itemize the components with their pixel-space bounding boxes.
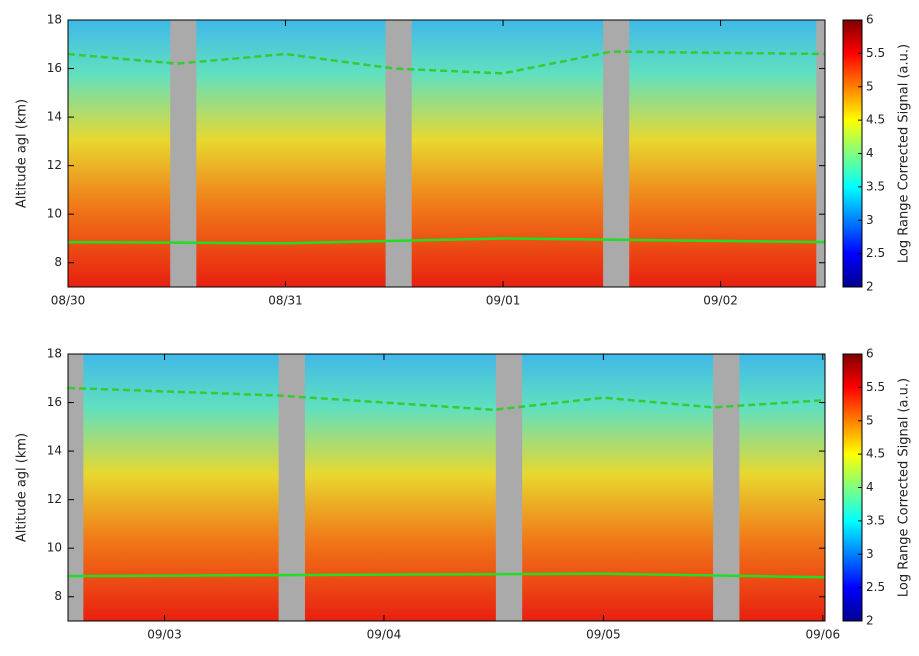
tropopause-line [67,237,826,245]
tropopause-line [67,572,826,579]
y-tick-label: 8 [54,589,62,603]
colorbar-tick-label: 4.5 [866,113,885,127]
x-tick-label: 09/01 [486,294,521,308]
colorbar-tick-label: 6 [866,13,874,27]
x-tick-label: 09/06 [806,628,841,642]
y-tick-label: 18 [47,13,62,27]
tropopause-line [67,386,826,412]
colorbar-tick-label: 5 [866,79,874,93]
colorbar-tick-label: 5.5 [866,380,885,394]
no-data-band [170,20,197,287]
colorbar-tick-label: 6 [866,347,874,361]
colorbar-tick-label: 3.5 [866,513,885,527]
colorbar-tick-label: 2 [866,614,874,628]
x-tick-label: 09/04 [367,628,402,642]
no-data-band [713,354,740,621]
no-data-band [68,354,84,621]
y-axis-label: Altitude agl (km) [15,433,30,542]
x-tick-label: 09/02 [703,294,738,308]
y-tick-label: 12 [47,492,62,506]
signal-field [68,354,825,621]
y-tick-label: 18 [47,347,62,361]
y-tick-label: 12 [47,158,62,172]
colorbar-tick-label: 2 [866,280,874,294]
no-data-band [385,20,412,287]
x-tick-label: 09/05 [586,628,621,642]
x-tick-label: 08/31 [268,294,303,308]
no-data-band [278,354,305,621]
y-tick-label: 8 [54,255,62,269]
colorbar-tick-label: 3 [866,213,874,227]
no-data-band [495,354,523,621]
plot-frame [67,19,826,288]
no-data-band [816,20,825,287]
colorbar-tick-label: 5.5 [866,46,885,60]
colorbar-tick-label: 5 [866,413,874,427]
y-tick-label: 16 [47,395,62,409]
plot-frame [67,353,826,622]
colorbar-tick-label: 4 [866,146,874,160]
y-tick-label: 16 [47,61,62,75]
x-tick-label: 08/30 [51,294,86,308]
colorbar-tick-label: 4.5 [866,447,885,461]
y-tick-label: 14 [47,110,62,124]
colorbar-label: Log Range Corrected Signal (a.u.) [897,378,912,597]
colorbar-tick-label: 2.5 [866,580,885,594]
no-data-band [603,20,630,287]
colorbar-tick-label: 4 [866,480,874,494]
y-tick-label: 10 [47,541,62,555]
colorbar-tick-label: 2.5 [866,246,885,260]
colorbar-tick-label: 3.5 [866,179,885,193]
y-tick-label: 14 [47,444,62,458]
y-axis-label: Altitude agl (km) [15,99,30,208]
x-tick-label: 09/03 [147,628,182,642]
colorbar-label: Log Range Corrected Signal (a.u.) [897,44,912,263]
y-tick-label: 10 [47,207,62,221]
colorbar-tick-label: 3 [866,547,874,561]
